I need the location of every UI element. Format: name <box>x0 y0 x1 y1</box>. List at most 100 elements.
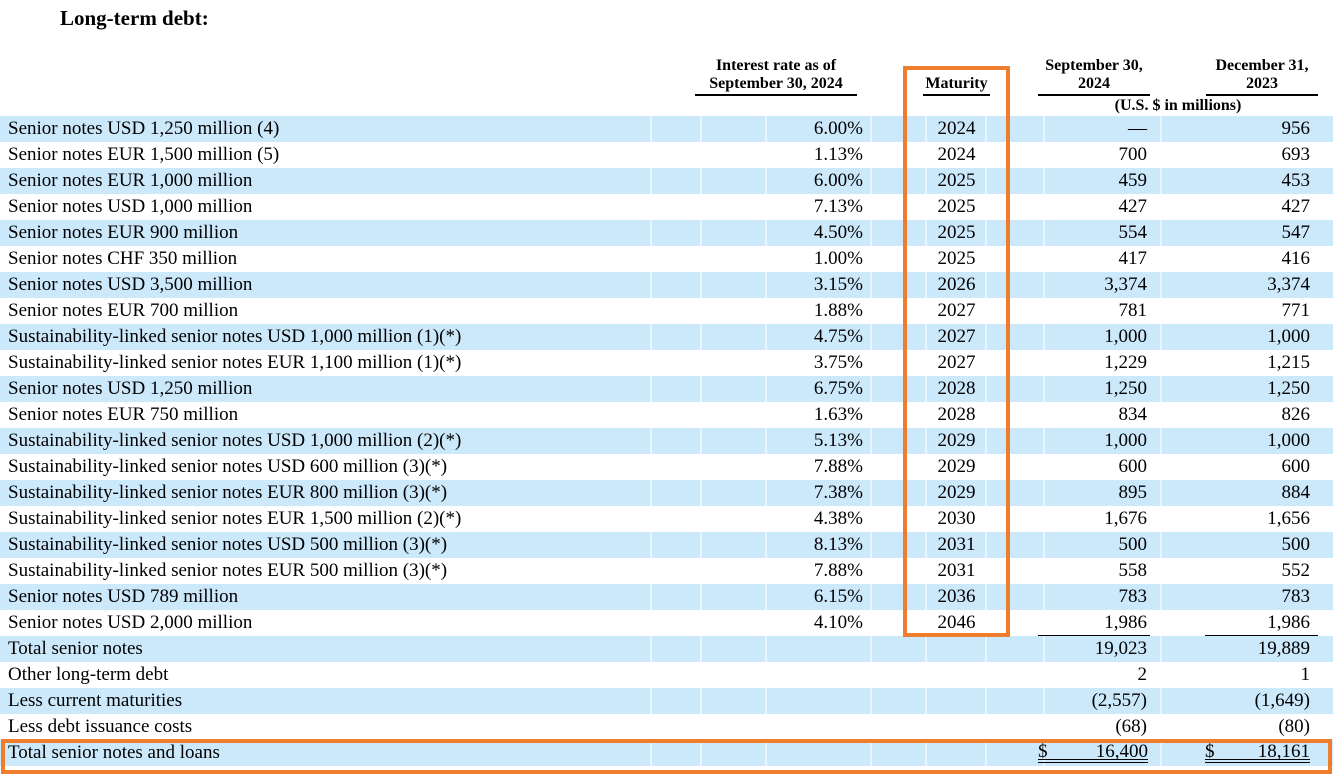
debt-row-maturity: 2026 <box>937 274 976 295</box>
debt-row-interest-rate: 4.75% <box>813 326 863 347</box>
spacer <box>875 194 905 220</box>
spacer <box>1008 428 1038 454</box>
debt-row-maturity: 2025 <box>937 222 976 243</box>
spacer <box>1008 350 1038 376</box>
debt-row-interest-rate: 4.38% <box>813 508 863 529</box>
spacer <box>1008 116 1038 142</box>
summary-row-label: Less current maturities <box>8 690 183 711</box>
spacer <box>1008 220 1038 246</box>
debt-row-maturity: 2031 <box>937 560 976 581</box>
spacer <box>1150 532 1205 558</box>
summary-row-label: Other long-term debt <box>8 664 169 685</box>
debt-row-label: Sustainability-linked senior notes EUR 1… <box>8 508 462 529</box>
debt-table-row: Sustainability-linked senior notes USD 1… <box>0 428 1333 454</box>
debt-row-value-2024: 600 <box>1118 456 1148 477</box>
column-header-december-31-2023: December 31, 2023 <box>1206 57 1318 96</box>
spacer <box>875 688 905 714</box>
spacer <box>1008 246 1038 272</box>
spacer <box>875 610 905 636</box>
debt-row-value-2024: 895 <box>1118 482 1148 503</box>
summary-row-maturity-cell <box>905 636 1008 662</box>
debt-row-interest-rate: 1.00% <box>813 248 863 269</box>
summary-table-row: Total senior notes 19,023 19,889 <box>0 636 1333 662</box>
spacer <box>1008 376 1038 402</box>
column-header-maturity-label: Maturity <box>923 75 990 96</box>
debt-row-maturity: 2025 <box>937 248 976 269</box>
debt-table-row: Senior notes EUR 750 million 1.63% 2028 … <box>0 402 1333 428</box>
spacer <box>1150 558 1205 584</box>
spacer <box>1150 220 1205 246</box>
spacer <box>1150 324 1205 350</box>
summary-table-row: Less current maturities (2,557) (1,649) <box>0 688 1333 714</box>
debt-row-label: Senior notes CHF 350 million <box>8 248 238 269</box>
column-header-september-30-2024: September 30, 2024 <box>1038 57 1150 96</box>
debt-row-value-2024: 1,229 <box>1104 352 1147 373</box>
column-header-december-31-2023-line1: December 31, <box>1215 57 1309 74</box>
column-header-maturity: Maturity <box>905 75 1008 96</box>
spacer <box>875 116 905 142</box>
debt-row-value-2023: 1,986 <box>1205 610 1318 636</box>
summary-table-row: Other long-term debt 2 1 <box>0 662 1333 688</box>
spacer <box>1008 688 1038 714</box>
debt-row-label: Senior notes EUR 1,000 million <box>8 170 253 191</box>
dollar-sign-2023: $ <box>1205 741 1215 762</box>
summary-rows-section: Total senior notes 19,023 19,889 Other l… <box>0 636 1333 740</box>
column-header-interest-rate-line1: Interest rate as of <box>715 57 837 74</box>
debt-row-label: Senior notes USD 3,500 million <box>8 274 253 295</box>
debt-row-maturity: 2024 <box>937 118 976 139</box>
column-header-interest-rate-line2: September 30, 2024 <box>709 75 843 92</box>
spacer <box>1150 584 1205 610</box>
spacer <box>1008 168 1038 194</box>
debt-row-maturity: 2027 <box>937 326 976 347</box>
spacer <box>1008 142 1038 168</box>
spacer <box>875 714 905 740</box>
debt-row-value-2024: 781 <box>1118 300 1148 321</box>
spacer <box>1150 714 1205 740</box>
summary-row-rate-cell <box>663 714 875 740</box>
spacer <box>875 272 905 298</box>
debt-table-row: Senior notes USD 789 million 6.15% 2036 … <box>0 584 1333 610</box>
debt-row-value-2024: 558 <box>1118 560 1148 581</box>
debt-row-value-2024: 1,986 <box>1038 610 1150 636</box>
column-header-december-31-2023-line2: 2023 <box>1246 75 1278 92</box>
debt-row-interest-rate: 8.13% <box>813 534 863 555</box>
spacer <box>1150 506 1205 532</box>
debt-row-value-2024: 1,250 <box>1104 378 1147 399</box>
spacer <box>1008 272 1038 298</box>
spacer <box>1008 532 1038 558</box>
total-row-maturity-cell <box>905 740 1008 766</box>
debt-row-label: Sustainability-linked senior notes EUR 5… <box>8 560 448 581</box>
spacer <box>875 584 905 610</box>
total-row-rate-cell <box>663 740 875 766</box>
debt-row-value-2023: 783 <box>1281 586 1311 607</box>
spacer <box>1008 402 1038 428</box>
debt-row-value-2023: 416 <box>1281 248 1311 269</box>
debt-row-value-2023: 1,000 <box>1267 326 1310 347</box>
total-value-2024: 16,400 <box>1095 741 1148 762</box>
debt-row-maturity: 2025 <box>937 170 976 191</box>
debt-table-row: Sustainability-linked senior notes USD 5… <box>0 532 1333 558</box>
spacer <box>875 480 905 506</box>
spacer <box>875 740 905 766</box>
debt-row-value-2023: 1,656 <box>1267 508 1310 529</box>
spacer <box>1008 324 1038 350</box>
debt-table-row: Senior notes USD 1,000 million 7.13% 202… <box>0 194 1333 220</box>
spacer <box>1150 662 1205 688</box>
debt-row-value-2024: 554 <box>1118 222 1148 243</box>
debt-row-maturity: 2027 <box>937 300 976 321</box>
summary-row-rate-cell <box>663 662 875 688</box>
column-header-september-30-2024-line2: 2024 <box>1078 75 1110 92</box>
summary-row-label: Total senior notes <box>8 638 143 659</box>
debt-row-label: Senior notes USD 1,250 million (4) <box>8 118 280 139</box>
spacer <box>1008 480 1038 506</box>
debt-row-value-2023: 552 <box>1281 560 1311 581</box>
spacer <box>875 142 905 168</box>
debt-row-maturity: 2029 <box>937 482 976 503</box>
debt-row-label: Senior notes USD 789 million <box>8 586 239 607</box>
debt-row-interest-rate: 7.38% <box>813 482 863 503</box>
debt-row-interest-rate: 7.88% <box>813 560 863 581</box>
spacer <box>875 532 905 558</box>
spacer <box>1008 584 1038 610</box>
spacer <box>1008 506 1038 532</box>
debt-row-interest-rate: 5.13% <box>813 430 863 451</box>
